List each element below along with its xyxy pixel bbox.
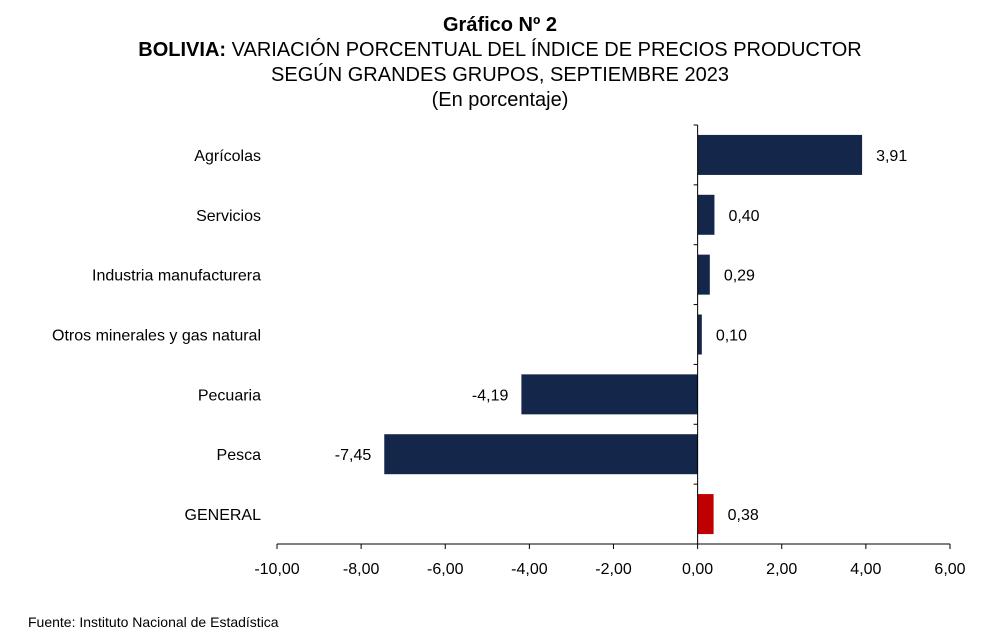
x-tick-label-6: 2,00 — [766, 561, 797, 578]
value-label-4: -4,19 — [472, 387, 509, 404]
category-label-4: Pecuaria — [198, 387, 261, 404]
category-label-1: Servicios — [196, 208, 261, 225]
chart-subtitle-text: VARIACIÓN PORCENTUAL DEL ÍNDICE DE PRECI… — [226, 39, 862, 61]
bar-2 — [697, 254, 710, 295]
chart-subtitle-line2: SEGÚN GRANDES GRUPOS, SEPTIEMBRE 2023 — [271, 64, 729, 86]
x-tick-label-2: -6,00 — [427, 561, 464, 578]
bar-4 — [521, 374, 698, 415]
chart-subtitle: BOLIVIA: VARIACIÓN PORCENTUAL DEL ÍNDICE… — [15, 38, 985, 63]
value-label-1: 0,40 — [728, 208, 759, 225]
value-label-5: -7,45 — [335, 447, 372, 464]
x-tick-label-3: -4,00 — [511, 561, 548, 578]
x-tick-label-1: -8,00 — [343, 561, 380, 578]
bar-0 — [697, 134, 863, 175]
bar-1 — [697, 194, 715, 235]
chart-subtitle-country: BOLIVIA: — [138, 39, 227, 61]
value-label-0: 3,91 — [876, 148, 907, 165]
x-tick-label-4: -2,00 — [595, 561, 632, 578]
chart-title: Gráfico Nº 2 — [442, 14, 557, 36]
category-label-3: Otros minerales y gas natural — [52, 328, 261, 345]
bar-6 — [697, 494, 714, 535]
x-tick-label-7: 4,00 — [850, 561, 881, 578]
source-note: Fuente: Instituto Nacional de Estadístic… — [28, 614, 279, 630]
value-label-3: 0,10 — [716, 328, 747, 345]
x-tick-label-5: 0,00 — [682, 561, 713, 578]
category-label-2: Industria manufacturera — [92, 268, 261, 285]
x-tick-label-8: 6,00 — [934, 561, 965, 578]
value-label-2: 0,29 — [724, 268, 755, 285]
bar-3 — [697, 314, 702, 355]
bar-5 — [384, 434, 698, 475]
category-label-6: GENERAL — [185, 507, 262, 524]
x-tick-label-0: -10,00 — [254, 561, 299, 578]
chart-unit: (En porcentaje) — [431, 89, 569, 111]
category-label-0: Agrícolas — [194, 148, 261, 165]
chart-titles: Gráfico Nº 2 BOLIVIA: VARIACIÓN PORCENTU… — [0, 12, 985, 113]
category-label-5: Pesca — [217, 447, 262, 464]
value-label-6: 0,38 — [728, 507, 759, 524]
